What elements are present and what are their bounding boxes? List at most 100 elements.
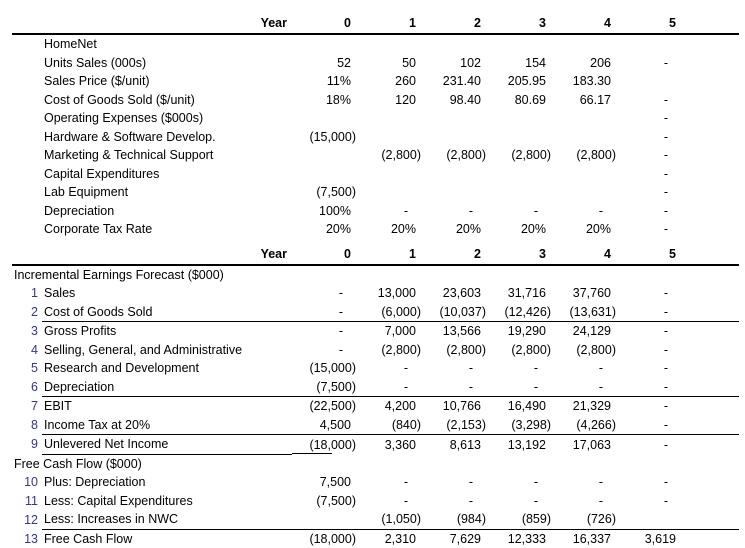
cell-value[interactable]: (18,000) [292,529,357,548]
cell-value[interactable]: (6,000) [357,303,422,322]
cell-value[interactable]: 120 [357,91,422,110]
row-label[interactable]: Income Tax at 20% [42,416,292,435]
cell-value[interactable]: (10,037) [422,303,487,322]
cell-value[interactable] [552,109,617,128]
cell-value[interactable]: - [617,359,682,378]
cell-value[interactable]: 102 [422,54,487,73]
cell-value[interactable]: 20% [422,220,487,239]
cell-value[interactable]: 7,000 [357,322,422,341]
row-label[interactable]: Sales Price ($/unit) [42,72,292,91]
cell-value[interactable]: 21,329 [552,397,617,416]
cell-value[interactable] [617,510,682,529]
cell-value[interactable]: - [617,146,682,165]
year-column-header[interactable]: 0 [292,8,357,34]
cell-value[interactable]: - [617,165,682,184]
cell-value[interactable] [552,265,617,285]
cell-value[interactable] [422,165,487,184]
cell-value[interactable]: (2,800) [422,146,487,165]
cell-value[interactable] [357,128,422,147]
cell-value[interactable] [487,454,552,473]
cell-value[interactable]: - [552,359,617,378]
row-label[interactable]: Corporate Tax Rate [42,220,292,239]
row-label[interactable]: Operating Expenses ($000s) [42,109,292,128]
row-label[interactable]: Units Sales (000s) [42,54,292,73]
row-label[interactable]: Sales [42,284,292,303]
cell-value[interactable]: 206 [552,54,617,73]
cell-value[interactable]: - [617,202,682,221]
cell-value[interactable]: - [617,284,682,303]
cell-value[interactable]: 260 [357,72,422,91]
row-label[interactable]: Free Cash Flow [42,529,292,548]
cell-value[interactable]: - [487,359,552,378]
cell-value[interactable] [292,109,357,128]
cell-value[interactable]: 23,603 [422,284,487,303]
cell-value[interactable] [487,34,552,54]
row-label[interactable]: Cost of Goods Sold [42,303,292,322]
cell-value[interactable]: - [357,492,422,511]
cell-value[interactable]: 4,200 [357,397,422,416]
cell-value[interactable]: 3,360 [357,435,422,455]
cell-value[interactable]: 205.95 [487,72,552,91]
year-column-header[interactable]: 2 [422,239,487,265]
cell-value[interactable]: 24,129 [552,322,617,341]
cell-value[interactable]: - [292,303,357,322]
row-label[interactable]: Selling, General, and Administrative [42,341,292,360]
cell-value[interactable] [552,128,617,147]
cell-value[interactable]: - [292,341,357,360]
cell-value[interactable]: 2,310 [357,529,422,548]
year-column-header[interactable]: 4 [552,239,617,265]
cell-value[interactable]: 8,613 [422,435,487,455]
cell-value[interactable]: 3,619 [617,529,682,548]
year-column-header[interactable]: 1 [357,239,422,265]
cell-value[interactable]: 20% [552,220,617,239]
cell-value[interactable]: - [422,359,487,378]
row-label[interactable]: Lab Equipment [42,183,292,202]
cell-value[interactable]: - [292,322,357,341]
cell-value[interactable]: 80.69 [487,91,552,110]
year-header-label[interactable]: Year [42,8,292,34]
cell-value[interactable]: - [422,202,487,221]
year-column-header[interactable]: 5 [617,239,682,265]
row-label[interactable]: Less: Capital Expenditures [42,492,292,511]
row-label[interactable]: Hardware & Software Develop. [42,128,292,147]
cell-value[interactable] [357,265,422,285]
year-column-header[interactable]: 5 [617,8,682,34]
cell-value[interactable] [422,454,487,473]
cell-value[interactable]: - [552,202,617,221]
row-label[interactable]: Cost of Goods Sold ($/unit) [42,91,292,110]
cell-value[interactable]: (4,266) [552,416,617,435]
cell-value[interactable]: (2,153) [422,416,487,435]
cell-value[interactable] [422,128,487,147]
cell-value[interactable] [552,183,617,202]
cell-value[interactable]: - [617,492,682,511]
cell-value[interactable] [487,183,552,202]
cell-value[interactable]: 31,716 [487,284,552,303]
cell-value[interactable]: - [617,128,682,147]
cell-value[interactable]: 13,566 [422,322,487,341]
cell-value[interactable]: - [617,341,682,360]
cell-value[interactable] [487,265,552,285]
cell-value[interactable]: 98.40 [422,91,487,110]
cell-value[interactable]: (3,298) [487,416,552,435]
cell-value[interactable] [617,454,682,473]
cell-value[interactable]: - [357,378,422,397]
row-label[interactable]: Depreciation [42,378,292,397]
cell-value[interactable]: 16,490 [487,397,552,416]
row-label[interactable]: EBIT [42,397,292,416]
cell-value[interactable]: (2,800) [357,146,422,165]
cell-value[interactable] [422,265,487,285]
cell-value[interactable]: 11% [292,72,357,91]
row-label[interactable]: HomeNet [42,34,292,54]
year-column-header[interactable]: 1 [357,8,422,34]
cell-value[interactable]: - [487,473,552,492]
cell-value[interactable]: - [617,397,682,416]
cell-value[interactable]: 20% [292,220,357,239]
year-column-header[interactable]: 3 [487,8,552,34]
cell-value[interactable]: 17,063 [552,435,617,455]
cell-value[interactable] [552,454,617,473]
cell-value[interactable] [617,72,682,91]
cell-value[interactable]: - [357,359,422,378]
cell-value[interactable] [292,165,357,184]
cell-value[interactable]: 52 [292,54,357,73]
cell-value[interactable]: (984) [422,510,487,529]
